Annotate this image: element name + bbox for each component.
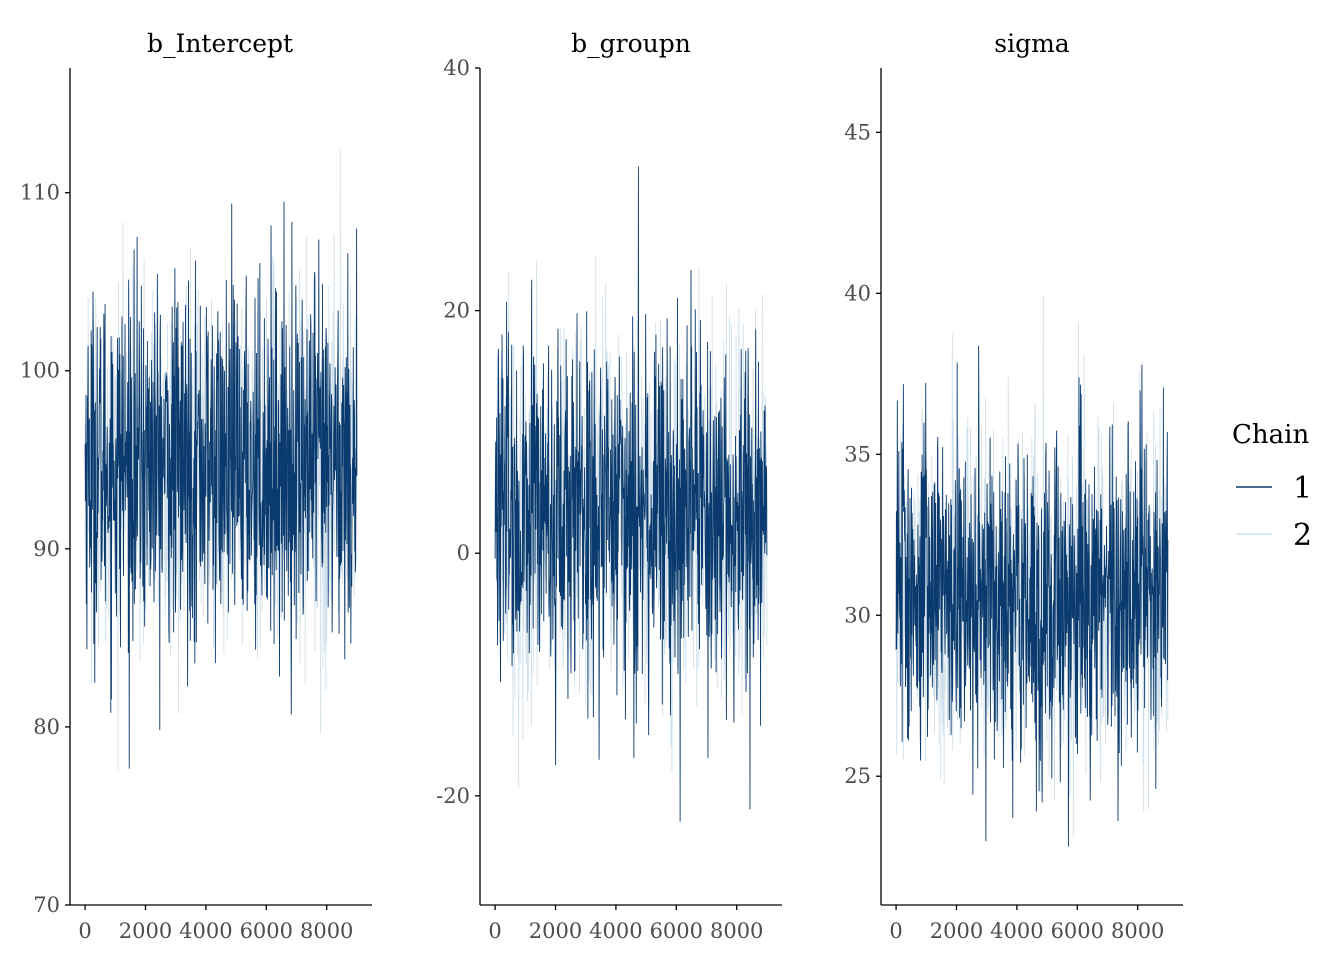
x-tick-label: 8000 (710, 919, 763, 943)
x-tick-label: 2000 (930, 919, 983, 943)
x-tick-label: 8000 (1111, 919, 1164, 943)
y-tick-label: 0 (457, 541, 470, 565)
x-tick-label: 2000 (529, 919, 582, 943)
y-tick-label: 30 (844, 603, 871, 627)
x-tick-label: 0 (889, 919, 902, 943)
x-tick-label: 2000 (119, 919, 172, 943)
x-tick-label: 4000 (179, 919, 232, 943)
y-tick-label: 40 (443, 56, 470, 80)
y-tick-label: -20 (436, 784, 470, 808)
y-tick-label: 25 (844, 764, 871, 788)
x-tick-label: 0 (78, 919, 91, 943)
panel-title: b_Intercept (147, 29, 293, 58)
x-tick-label: 6000 (650, 919, 703, 943)
panel-title: sigma (994, 29, 1070, 58)
trace-line-chain-1 (494, 166, 768, 822)
panel-sigma: sigma 25 30 35 40 45 0 2000 4000 6000 8000 (844, 29, 1183, 943)
y-tick-label: 80 (33, 715, 60, 739)
x-tick-label: 4000 (589, 919, 642, 943)
chain-legend: Chain 1 2 (1232, 420, 1312, 553)
x-tick-label: 6000 (240, 919, 293, 943)
x-tick-label: 0 (488, 919, 501, 943)
y-tick-label: 90 (33, 537, 60, 561)
y-tick-label: 20 (443, 299, 470, 323)
trace-line-chain-1 (895, 345, 1169, 847)
y-tick-label: 110 (20, 181, 60, 205)
panel-b-groupn: b_groupn -20 0 20 40 0 2000 4000 6000 8000 (436, 29, 782, 943)
x-tick-label: 6000 (1051, 919, 1104, 943)
y-tick-label: 100 (20, 359, 60, 383)
y-tick-label: 45 (844, 120, 871, 144)
y-tick-label: 70 (33, 893, 60, 917)
legend-label-chain-2: 2 (1293, 518, 1312, 553)
x-tick-label: 8000 (300, 919, 353, 943)
y-tick-label: 35 (844, 442, 871, 466)
x-tick-label: 4000 (990, 919, 1043, 943)
trace-line-chain-1 (84, 201, 358, 769)
panel-b-intercept: b_Intercept 70 80 90 100 110 0 2000 4000 6000 8000 (20, 29, 372, 943)
legend-label-chain-1: 1 (1293, 471, 1312, 506)
panel-title: b_groupn (571, 29, 691, 58)
y-tick-label: 40 (844, 281, 871, 305)
legend-title: Chain (1232, 420, 1309, 450)
